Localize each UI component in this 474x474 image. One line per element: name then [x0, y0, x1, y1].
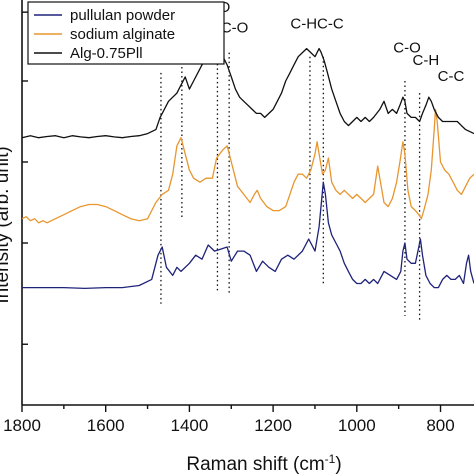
series-line-alg-0-75pll [21, 39, 474, 139]
y-axis [22, 11, 28, 345]
x-tick-label: 800 [426, 416, 454, 435]
x-tick-label: 1400 [170, 416, 208, 435]
x-tick-label: 1200 [254, 416, 292, 435]
peak-label: C-C [438, 68, 465, 85]
x-axis-title-text: Raman shift (cm [186, 454, 324, 474]
spectra-series [21, 39, 474, 290]
legend-label: sodium alginate [70, 26, 175, 43]
x-axis-title-superscript: -1 [325, 452, 336, 466]
reference-lines [160, 32, 421, 320]
y-axis-title: Intensity (arb. unit) [0, 146, 13, 303]
x-tick-label: 1000 [338, 416, 376, 435]
peak-label: C-H [413, 52, 440, 69]
x-axis-title-close: ) [335, 454, 341, 474]
series-line-sodium-alginate [21, 108, 474, 224]
peak-label: C-O [393, 40, 421, 57]
peak-label: C-HC-C [290, 15, 343, 32]
legend-label: Alg-0.75Pll [70, 45, 143, 62]
x-axis-title: Raman shift (cm-1) [186, 452, 341, 474]
legend: pullulan powder sodium alginate Alg-0.75Pl… [27, 1, 225, 65]
x-axis: 1800 1600 1400 1200 1000 800 [3, 405, 455, 435]
x-tick-label: 1800 [3, 416, 41, 435]
peak-label: C-O [221, 19, 249, 36]
legend-label: pullulan powder [70, 7, 175, 24]
x-tick-label: 1600 [87, 416, 125, 435]
series-line-pullulan-powder [22, 181, 474, 290]
